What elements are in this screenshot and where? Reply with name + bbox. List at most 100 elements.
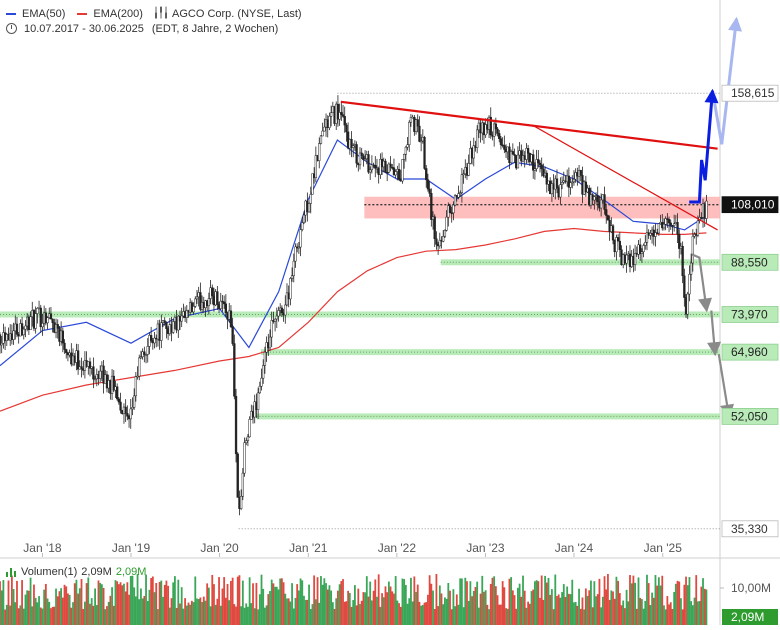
volume-bar	[421, 604, 424, 625]
volume-bar	[466, 581, 468, 625]
volume-bar	[146, 601, 149, 625]
candle-body	[450, 212, 453, 214]
x-tick-label: Jan '24	[555, 541, 594, 555]
volume-bar	[347, 590, 350, 625]
volume-bar	[365, 576, 368, 625]
candle-body	[199, 292, 202, 310]
volume-bar	[547, 577, 550, 625]
candle-body	[678, 233, 681, 249]
level-label: 108,010	[731, 198, 775, 212]
candle-body	[397, 169, 401, 180]
candle-body	[472, 145, 475, 159]
volume-bar	[309, 609, 312, 625]
candle-body	[642, 245, 645, 252]
volume-bar	[367, 596, 370, 625]
candle-body	[177, 315, 180, 331]
volume-bar	[129, 575, 132, 625]
volume-bar	[683, 584, 686, 625]
volume-bar	[223, 577, 226, 625]
volume-bar	[676, 580, 679, 625]
candle-body	[224, 303, 227, 313]
volume-bar	[669, 602, 672, 625]
volume-bar	[668, 604, 670, 625]
candle-body	[571, 181, 574, 184]
volume-bar	[238, 575, 241, 625]
candle-body	[352, 145, 355, 148]
candle-body	[616, 237, 620, 242]
candle-body	[537, 159, 540, 164]
candle-body	[489, 116, 492, 136]
candle-body	[542, 168, 545, 177]
candle-body	[691, 235, 694, 264]
volume-bar	[618, 593, 621, 625]
volume-bar	[567, 593, 570, 625]
candle-body	[268, 336, 272, 349]
candle-body	[639, 244, 642, 254]
volume-bar	[703, 588, 706, 625]
volume-bar	[359, 603, 361, 625]
volume-bar	[145, 574, 147, 625]
candle-body	[241, 472, 244, 497]
candle-body	[29, 316, 32, 331]
volume-bar	[253, 608, 256, 625]
volume-bar	[681, 609, 684, 625]
volume-bar	[187, 602, 190, 625]
volume-bar	[294, 597, 297, 625]
candle-body	[223, 301, 226, 305]
volume-bar	[503, 587, 506, 625]
volume-bar	[369, 581, 372, 625]
volume-bar	[483, 591, 485, 625]
volume-bar	[613, 598, 616, 625]
volume-bar	[698, 601, 701, 625]
candle-body	[493, 123, 496, 137]
volume-bar	[569, 594, 572, 625]
volume-bar	[617, 580, 620, 625]
candle-body	[443, 230, 447, 237]
volume-bar	[354, 585, 356, 625]
candle-body	[394, 171, 397, 176]
candle-body	[148, 335, 151, 347]
volume-bar	[311, 604, 314, 625]
volume-bar	[247, 606, 249, 625]
volume-bar	[335, 598, 338, 625]
volume-bar	[140, 588, 142, 625]
volume-bar	[479, 593, 482, 625]
candle-body	[63, 342, 66, 350]
volume-bar	[491, 577, 494, 625]
volume-bar	[674, 583, 677, 625]
candle-body	[180, 315, 183, 322]
candle-body	[99, 370, 102, 379]
volume-bar	[596, 594, 599, 625]
candle-body	[138, 357, 141, 377]
volume-bar	[411, 601, 414, 625]
volume-bar	[522, 575, 524, 625]
candle-body	[664, 218, 667, 225]
volume-bar	[73, 583, 76, 625]
volume-bar	[289, 601, 292, 625]
level-label: 52,050	[731, 409, 768, 423]
candle-body	[243, 442, 246, 474]
candle-body	[260, 377, 263, 387]
volume-bar	[24, 594, 27, 625]
bear-scenario-arrow-1-head	[698, 297, 712, 313]
instrument-name: AGCO Corp. (NYSE, Last)	[172, 7, 302, 20]
bull-scenario-extension-arrow-head	[728, 16, 742, 32]
candle-body	[666, 218, 669, 220]
volume-bar	[75, 579, 78, 625]
volume-bar	[571, 579, 574, 625]
candle-body	[116, 386, 119, 400]
candle-body	[192, 306, 195, 313]
candle-body	[673, 223, 676, 226]
volume-bar	[398, 603, 400, 625]
volume-bar	[163, 584, 166, 625]
candle-body	[560, 182, 564, 185]
volume-bar	[664, 609, 667, 625]
volume-bar	[106, 606, 108, 625]
bull-scenario-arrow-head	[704, 88, 719, 104]
candle-body	[367, 154, 370, 173]
candle-body	[499, 138, 503, 146]
volume-bar	[277, 589, 280, 625]
candle-body	[289, 278, 292, 300]
